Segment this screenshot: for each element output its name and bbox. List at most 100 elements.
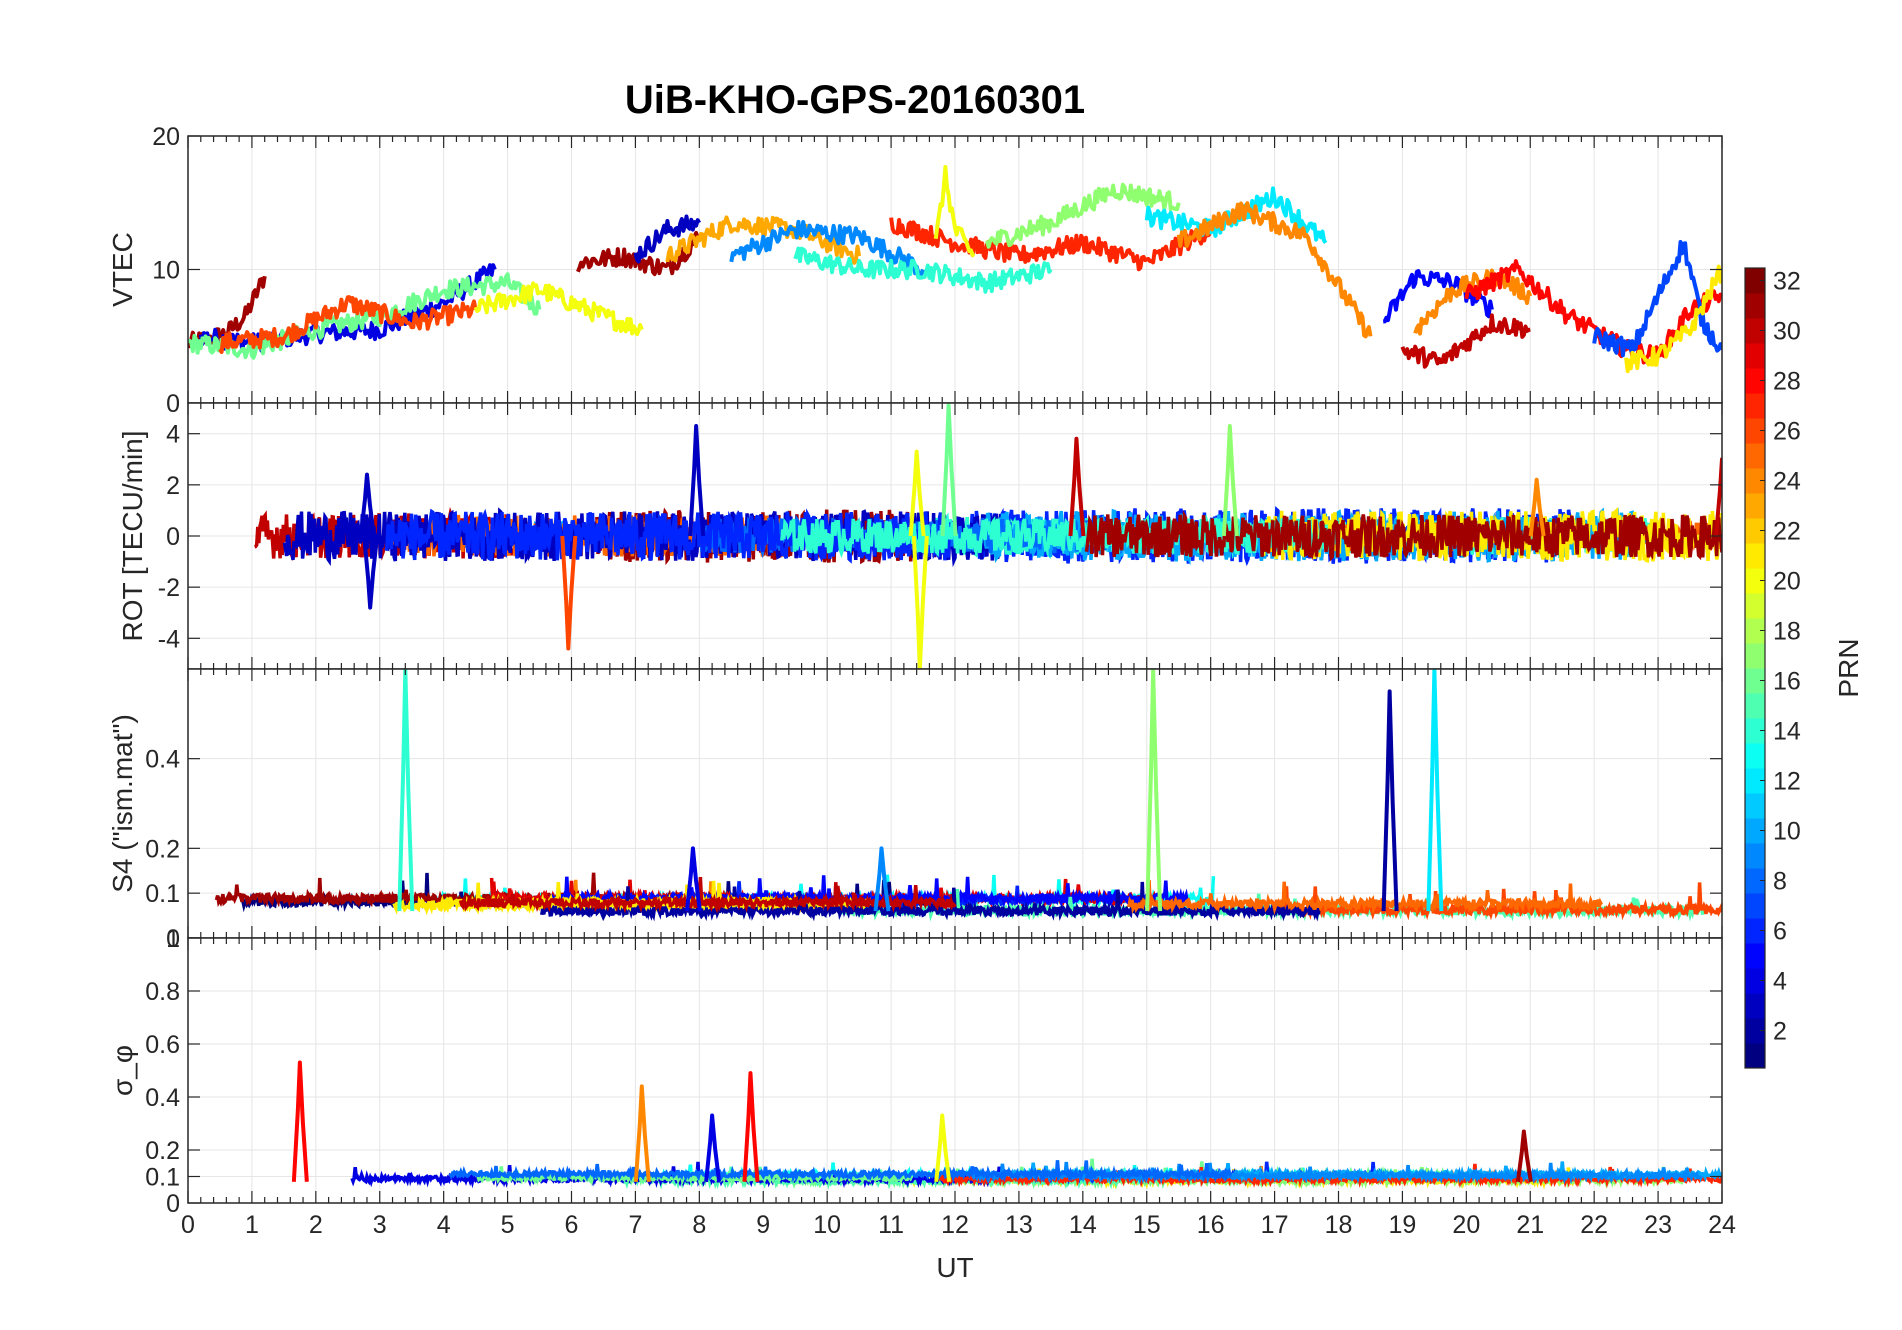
panel-rot: -4 -2 0 2 4 ROT [TECU/min] xyxy=(117,402,1723,670)
plot-area xyxy=(291,1060,1722,1190)
colorbar-swatch xyxy=(1745,693,1765,719)
colorbar-swatch xyxy=(1745,293,1765,319)
colorbar-tick-label: 28 xyxy=(1773,368,1801,396)
rot-spike-prn-3 xyxy=(362,535,380,610)
s4-spike-prn-17 xyxy=(1145,669,1163,912)
y-axis-label-s4: S4 ("ism.mat") xyxy=(107,714,138,893)
vtec-series-prn-7 xyxy=(1592,240,1722,358)
x-tick-label: 8 xyxy=(692,1211,706,1239)
y-axis-label-rot: ROT [TECU/min] xyxy=(117,430,148,641)
colorbar-swatch xyxy=(1745,443,1765,469)
rot-spike-prn-3 xyxy=(358,472,376,537)
colorbar-tick-label: 8 xyxy=(1773,868,1787,896)
x-tick-label: 4 xyxy=(437,1211,451,1239)
plot-area xyxy=(188,165,1722,374)
colorbar-tick-label: 2 xyxy=(1773,1018,1787,1046)
colorbar-tick-label: 26 xyxy=(1773,418,1801,446)
colorbar-swatch xyxy=(1745,343,1765,369)
colorbar-swatch xyxy=(1745,468,1765,494)
vtec-series-prn-14 xyxy=(793,246,1053,294)
x-tick-label: 11 xyxy=(878,1211,904,1239)
s4-spike-prn-14 xyxy=(397,669,415,912)
sigma_phi-spike-prn-28 xyxy=(742,1071,760,1182)
colorbar-tick-label: 22 xyxy=(1773,518,1801,546)
y-tick-label: 1 xyxy=(166,925,180,953)
colorbar-swatch xyxy=(1745,368,1765,394)
colorbar-tick-label: 18 xyxy=(1773,618,1801,646)
x-tick-label: 20 xyxy=(1452,1211,1480,1239)
x-tick-label: 24 xyxy=(1708,1211,1736,1239)
y-tick-label: 20 xyxy=(152,123,180,151)
vtec-series-prn-26 xyxy=(218,295,478,354)
x-tick-label: 16 xyxy=(1197,1211,1225,1239)
colorbar-frame xyxy=(1744,267,1766,1069)
colorbar-tick-label: 16 xyxy=(1773,668,1801,696)
vtec-series-prn-24 xyxy=(1176,201,1373,339)
colorbar-swatch xyxy=(1745,518,1765,544)
x-tick-label: 2 xyxy=(309,1211,323,1239)
s4-spike-prn-9 xyxy=(873,846,891,912)
panel-sigma_phi: 00.10.20.40.60.81σ_φ xyxy=(107,925,1723,1218)
y-tick-label: 4 xyxy=(166,421,180,449)
x-tick-label: 3 xyxy=(373,1211,387,1239)
sigma_phi-spike-prn-4 xyxy=(704,1113,722,1183)
colorbar-swatch xyxy=(1745,643,1765,669)
panel-s4: 0 0.1 0.2 0.4S4 ("ism.mat") xyxy=(107,668,1723,953)
sigma_phi-trace-prn-8 xyxy=(448,1160,1233,1184)
s4-spike-prn-12 xyxy=(1426,669,1444,912)
y-tick-label: 0 xyxy=(166,1190,180,1218)
colorbar-swatch xyxy=(1745,543,1765,569)
y-tick-label: 0.2 xyxy=(145,835,180,863)
colorbar-swatch xyxy=(1745,768,1765,794)
colorbar-swatch xyxy=(1745,868,1765,894)
y-tick-label: 0 xyxy=(166,390,180,418)
x-tick-label: 9 xyxy=(756,1211,770,1239)
colorbar-swatch xyxy=(1745,943,1765,969)
vtec-series-prn-24 xyxy=(1413,268,1533,336)
colorbar-swatch xyxy=(1745,743,1765,769)
vtec-series-prn-20 xyxy=(933,165,976,258)
y-tick-label: 0.4 xyxy=(145,746,180,774)
x-tick-label: 23 xyxy=(1644,1211,1672,1239)
colorbar-tick-label: 10 xyxy=(1773,818,1801,846)
vtec-series-prn-28 xyxy=(1464,259,1722,366)
x-tick-label: 6 xyxy=(565,1211,579,1239)
colorbar-swatch xyxy=(1745,968,1765,994)
x-tick-label: 15 xyxy=(1133,1211,1161,1239)
colorbar-swatch xyxy=(1745,268,1765,294)
colorbar-swatch xyxy=(1745,593,1765,619)
rot-spike-prn-16 xyxy=(940,403,958,537)
chart-title: UiB-KHO-GPS-20160301 xyxy=(625,78,1085,122)
y-tick-label: 2 xyxy=(166,472,180,500)
colorbar-swatch xyxy=(1745,1018,1765,1044)
rot-spike-prn-20 xyxy=(908,449,926,537)
colorbar-swatch xyxy=(1745,1043,1765,1069)
vtec-series-prn-20 xyxy=(473,281,644,337)
rot-spike-prn-17 xyxy=(1221,424,1239,537)
x-tick-label: 12 xyxy=(941,1211,969,1239)
sigma_phi-spike-prn-31 xyxy=(1515,1129,1533,1183)
x-tick-label: 19 xyxy=(1389,1211,1417,1239)
x-ticks xyxy=(187,136,1723,403)
x-tick-label: 22 xyxy=(1580,1211,1608,1239)
s4-trace-prn-25 xyxy=(1127,880,1603,916)
x-tick-label: 21 xyxy=(1516,1211,1544,1239)
colorbar-swatch xyxy=(1745,568,1765,594)
x-tick-label: 17 xyxy=(1261,1211,1289,1239)
colorbar-label: PRN xyxy=(1833,638,1864,697)
colorbar-swatch xyxy=(1745,418,1765,444)
vtec-series-prn-30 xyxy=(1400,313,1531,369)
colorbar-swatch xyxy=(1745,618,1765,644)
x-ticks xyxy=(187,669,1723,938)
rot-spike-prn-3 xyxy=(688,424,706,537)
colorbar-swatch xyxy=(1745,893,1765,919)
y-tick-label: -4 xyxy=(158,625,180,653)
y-tick-label: -2 xyxy=(158,574,180,602)
rot-spike-prn-30 xyxy=(1714,457,1722,537)
colorbar-swatch xyxy=(1745,668,1765,694)
colorbar-tick-label: 14 xyxy=(1773,718,1801,746)
panel-vtec: 0 10 20 VTEC xyxy=(107,123,1723,418)
plot-area xyxy=(254,403,1722,669)
